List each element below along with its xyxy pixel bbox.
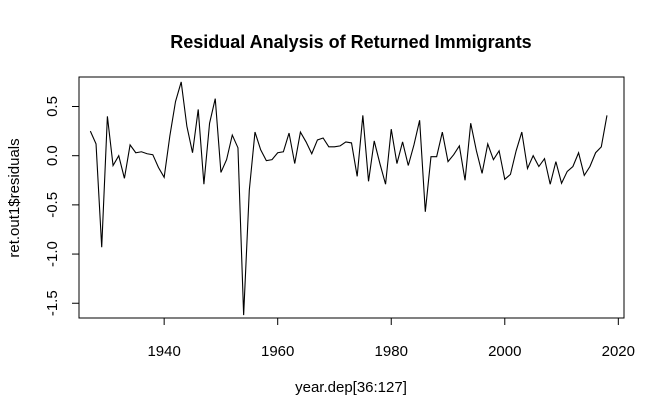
plot-frame [78,76,625,319]
x-tick-label: 1980 [375,343,408,360]
x-axis: 1940 1960 1980 2000 2020 [147,318,635,360]
y-tick-label: -1.0 [44,241,61,267]
x-tick-label: 2000 [488,343,521,360]
chart-title: Residual Analysis of Returned Immigrants [170,32,531,52]
x-axis-label: year.dep[36:127] [295,379,407,396]
x-tick-label: 1960 [261,343,294,360]
y-axis: -1.5 -1.0 -0.5 0.0 0.5 [44,96,79,316]
residual-series-line [89,81,608,316]
x-tick-label: 2020 [602,343,635,360]
y-axis-label: ret.out1$residuals [6,138,23,257]
y-tick-label: 0.5 [44,96,61,117]
y-tick-label: -1.5 [44,290,61,316]
y-tick-label: 0.0 [44,145,61,166]
y-tick-label: -0.5 [44,192,61,218]
x-tick-label: 1940 [147,343,180,360]
